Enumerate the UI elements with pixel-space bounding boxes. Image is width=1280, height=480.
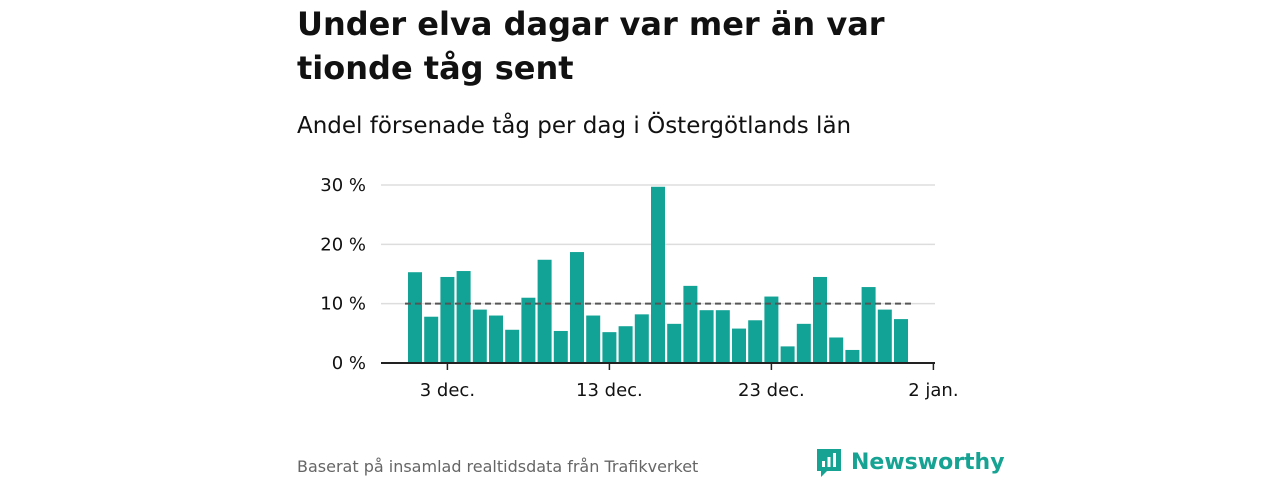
bar [796, 323, 811, 363]
bar [521, 297, 536, 363]
bar [440, 276, 455, 363]
bar [894, 319, 908, 363]
bar [699, 310, 714, 363]
bar [732, 328, 746, 363]
bar [813, 276, 827, 363]
y-tick-label: 0 % [332, 353, 366, 374]
chart-title: Under elva dagar var mer än var tionde t… [297, 5, 885, 87]
bar [764, 296, 779, 363]
y-tick-label: 20 % [320, 234, 366, 255]
bar [505, 329, 520, 363]
bar [651, 186, 665, 363]
bar [634, 314, 649, 363]
bar [683, 285, 698, 363]
y-tick-label: 10 % [320, 294, 366, 315]
bar [780, 346, 795, 363]
bar [570, 252, 584, 363]
chart-subtitle: Andel försenade tåg per dag i Östergötla… [297, 113, 852, 139]
bar [586, 315, 601, 363]
brand-name: Newsworthy [851, 450, 1005, 475]
bar [877, 309, 892, 363]
bar [618, 326, 633, 363]
bar [748, 320, 763, 363]
bar [472, 309, 487, 363]
bar [861, 287, 876, 363]
bar [845, 349, 860, 363]
bar [667, 323, 682, 363]
bar [424, 316, 439, 363]
newsworthy-logo[interactable]: Newsworthy [815, 447, 1005, 479]
bar [602, 332, 617, 363]
bar [553, 330, 568, 363]
bar [408, 272, 422, 363]
y-tick-label: 30 % [320, 175, 366, 196]
x-tick-label: 23 dec. [738, 380, 805, 401]
bar [489, 315, 503, 363]
bar-chart: 0 % 10 % 20 % 30 % 3 dec. 13 dec. 23 dec. 2 jan… [320, 175, 958, 401]
x-tick-label: 13 dec. [576, 380, 643, 401]
bar [456, 271, 471, 363]
x-tick-label: 3 dec. [420, 380, 475, 401]
x-tick-label: 2 jan. [908, 380, 958, 401]
bar [537, 259, 552, 363]
newsworthy-logo-icon [817, 449, 841, 477]
bar [829, 337, 844, 363]
source-note: Baserat på insamlad realtidsdata från Tr… [297, 457, 699, 476]
bar [715, 310, 730, 363]
